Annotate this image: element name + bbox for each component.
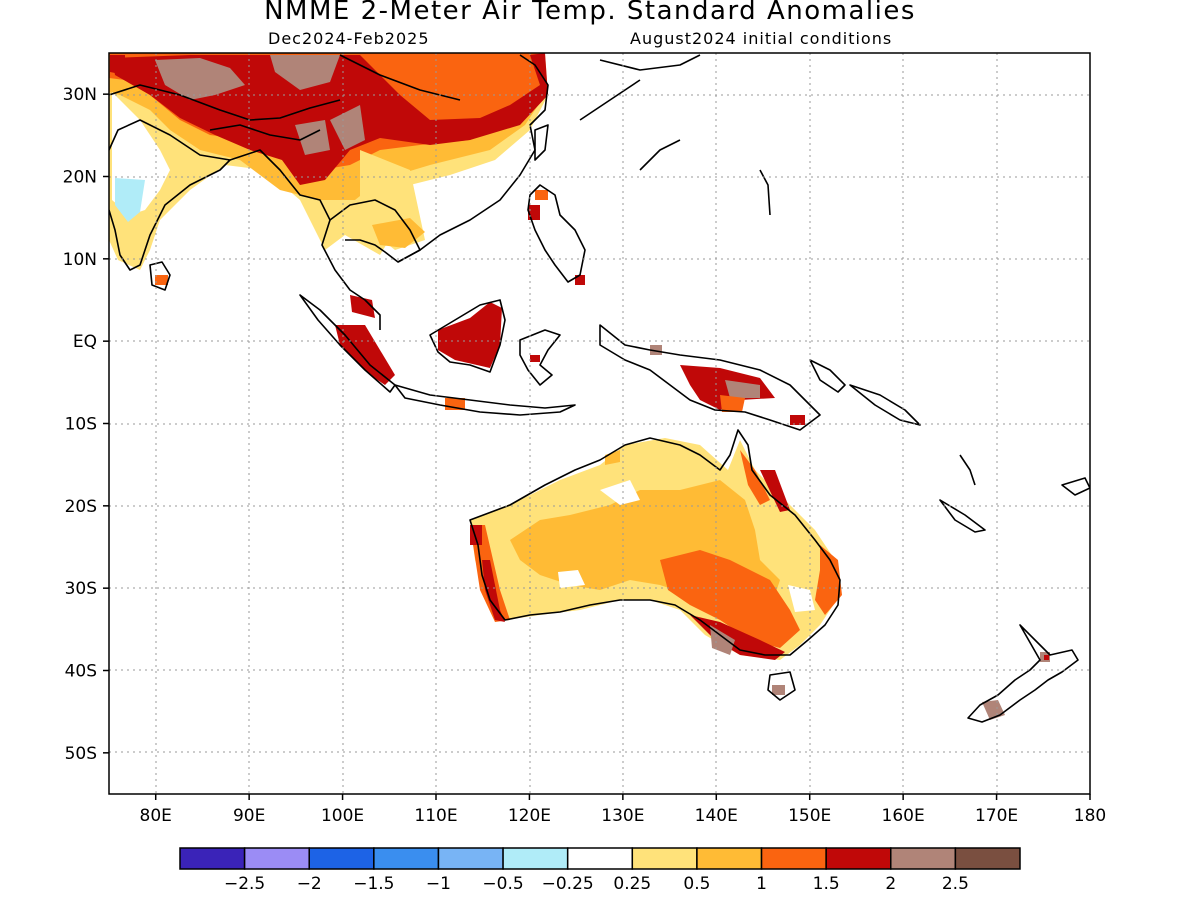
colorbar-swatch: [696, 847, 763, 870]
colorbar-swatch: [179, 847, 246, 870]
longitude-ticks: 80E 90E 100E 110E 120E 130E 140E 150E 160E 170E 18…: [140, 794, 1106, 826]
grid-lines: [109, 53, 1090, 794]
lat-tick-label: 10N: [63, 250, 97, 270]
colorbar-label: −0.5: [482, 874, 523, 894]
lat-tick-label: EQ: [73, 332, 97, 352]
lon-tick-label: 130E: [601, 806, 644, 826]
lon-tick-label: 100E: [321, 806, 364, 826]
forecast-period: Dec2024-Feb2025: [268, 29, 430, 48]
colorbar-label: −1.5: [353, 874, 394, 894]
lat-tick-label: 40S: [65, 662, 97, 682]
colorbar-swatch: [308, 847, 375, 870]
coastlines: [109, 54, 1090, 723]
colorbar-label: 2: [885, 874, 896, 894]
colorbar-label: 2.5: [942, 874, 969, 894]
colorbar-swatch: [566, 847, 634, 870]
colorbar-label: −1: [426, 874, 451, 894]
lon-tick-label: 80E: [140, 806, 172, 826]
colorbar-label: 1.5: [813, 874, 840, 894]
colorbar-swatch: [760, 847, 827, 870]
colorbar-swatch: [243, 847, 310, 870]
colorbar-swatch: [437, 847, 504, 870]
lat-tick-label: 20S: [65, 497, 97, 517]
anomaly-australia: [470, 438, 842, 695]
lat-tick-label: 30S: [65, 579, 97, 599]
lon-tick-label: 160E: [882, 806, 925, 826]
colorbar-label: −2.5: [224, 874, 265, 894]
lat-tick-label: 10S: [65, 415, 97, 435]
map-title: NMME 2-Meter Air Temp. Standard Anomalie…: [264, 0, 916, 26]
colorbar-swatch: [954, 847, 1021, 870]
lat-tick-label: 30N: [63, 85, 97, 105]
lat-tick-label: 20N: [63, 168, 97, 188]
lon-tick-label: 150E: [788, 806, 831, 826]
lon-tick-label: 90E: [233, 806, 265, 826]
colorbar-label: −0.25: [542, 874, 594, 894]
colorbar-label: 1: [756, 874, 767, 894]
anomaly-maritime: [335, 275, 805, 425]
lon-tick-label: 170E: [975, 806, 1018, 826]
plot-area: [109, 53, 1090, 794]
anomaly-asia: [109, 53, 548, 285]
colorbar-label: 0.5: [683, 874, 710, 894]
lat-tick-label: 50S: [65, 744, 97, 764]
lon-tick-label: 140E: [695, 806, 738, 826]
colorbar-swatch: [373, 847, 440, 870]
colorbar-swatch: [502, 847, 569, 870]
colorbar-label: −2: [297, 874, 322, 894]
lon-tick-label: 110E: [414, 806, 457, 826]
initial-conditions: August2024 initial conditions: [630, 29, 893, 48]
latitude-ticks: 30N 20N 10N EQ 10S 20S 30S 40S 50S: [63, 85, 109, 764]
lon-tick-label: 180: [1074, 806, 1106, 826]
colorbar-label: 0.25: [613, 874, 651, 894]
colorbar-swatch: [825, 847, 892, 870]
colorbar: −2.5 −2 −1.5 −1 −0.5 −0.25 0.25 0.5 1 1.5 2 2.5: [179, 847, 1021, 894]
lon-tick-label: 120E: [508, 806, 551, 826]
colorbar-swatch: [631, 847, 698, 870]
colorbar-swatch: [890, 847, 957, 870]
